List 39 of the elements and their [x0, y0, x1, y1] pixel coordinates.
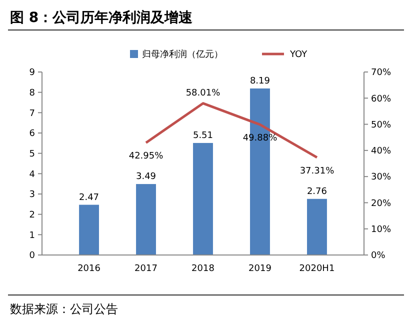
y2-tick-label: 0% [371, 251, 386, 262]
y-tick-label: 9 [29, 68, 36, 78]
data-label: 8.19 [250, 76, 270, 86]
y-tick-label: 3 [29, 190, 35, 200]
y-tick-label: 1 [29, 230, 35, 241]
x-tick-label: 2019 [248, 264, 272, 274]
data-label: 3.49 [136, 172, 156, 182]
legend-label: 归母净利润（亿元） [142, 49, 223, 60]
data-label: 5.51 [192, 130, 214, 141]
bar [79, 204, 99, 255]
chart-title: 图 8：公司历年净利润及增速 [10, 9, 194, 26]
source-note: 数据来源：公司公告 [10, 302, 118, 316]
y2-tick-label: 30% [371, 172, 392, 183]
x-tick-label: 2017 [134, 264, 158, 274]
y2-tick-label: 20% [371, 198, 392, 209]
y-tick-label: 6 [29, 129, 36, 140]
bar [193, 142, 213, 255]
data-label: 42.95% [128, 152, 164, 162]
y-tick-label: 2 [29, 210, 35, 220]
x-tick-label: 2018 [192, 264, 215, 274]
y2-tick-label: 70% [371, 68, 392, 78]
x-tick-label: 2020H1 [299, 264, 335, 274]
y-tick-label: 0 [29, 251, 36, 262]
y-tick-label: 5 [29, 149, 35, 160]
x-tick-label: 2016 [78, 264, 101, 274]
data-label: 2.76 [306, 186, 328, 197]
data-label: 2.47 [78, 192, 100, 203]
y-tick-label: 4 [29, 170, 36, 180]
y2-tick-label: 10% [371, 225, 392, 236]
y-tick-label: 8 [29, 88, 36, 98]
y2-tick-label: 50% [371, 120, 392, 130]
bar [307, 198, 327, 255]
y2-tick-label: 60% [371, 94, 392, 104]
legend-label: YOY [289, 50, 308, 60]
y2-tick-label: 40% [371, 146, 392, 157]
data-label: 58.01% [186, 88, 221, 98]
bar [136, 184, 156, 255]
y-tick-label: 7 [29, 108, 35, 119]
data-label: 37.31% [300, 166, 335, 176]
